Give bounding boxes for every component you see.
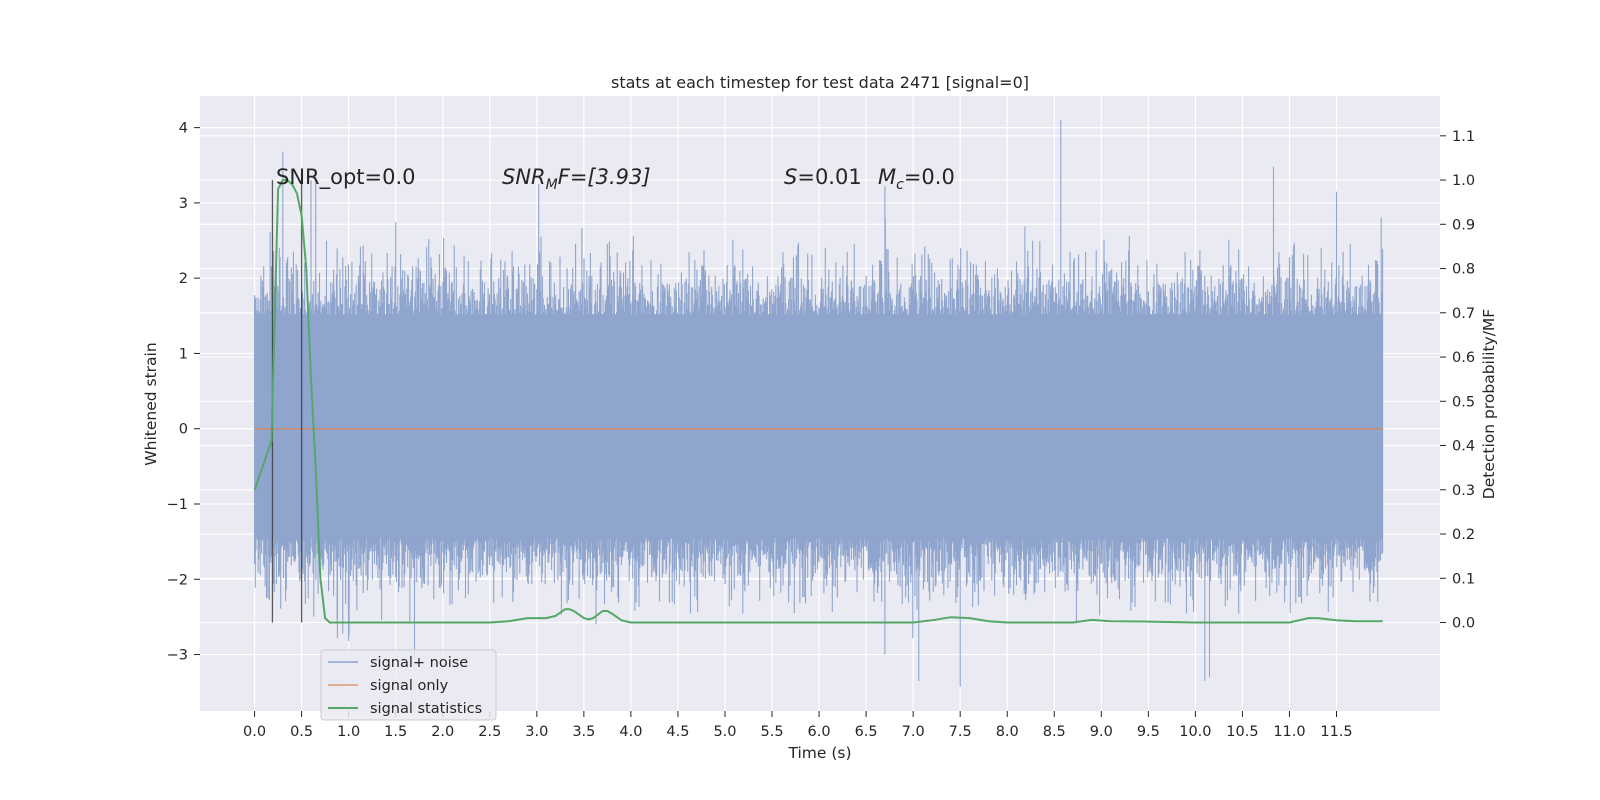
y-right-axis-label: Detection probability/MF <box>1480 309 1498 500</box>
s-annotation: S=0.01 <box>784 165 862 189</box>
snr-mf-subscript: M <box>546 177 558 193</box>
x-tick-label: 11.5 <box>1320 724 1352 740</box>
y-right-tick-label: 0.6 <box>1452 350 1475 366</box>
mc-annotation: Mc=0.0 <box>878 165 955 193</box>
y-left-tick-label: 1 <box>179 346 188 362</box>
y-right-tick-label: 0.2 <box>1452 527 1475 543</box>
y-left-tick-label: 0 <box>179 422 188 438</box>
y-right-tick-label: 0.1 <box>1452 571 1475 587</box>
y-right-tick-label: 0.7 <box>1452 306 1475 322</box>
x-tick-label: 7.5 <box>949 724 972 740</box>
x-tick-label: 4.0 <box>619 724 642 740</box>
y-left-tick-label: −1 <box>167 497 188 513</box>
x-tick-label: 8.5 <box>1043 724 1066 740</box>
x-tick-label: 11.0 <box>1273 724 1305 740</box>
x-tick-label: 9.5 <box>1137 724 1160 740</box>
x-tick-label: 5.5 <box>760 724 783 740</box>
x-tick-label: 3.0 <box>525 724 548 740</box>
mc-symbol: M <box>878 165 896 189</box>
y-right-tick-label: 1.0 <box>1452 173 1475 189</box>
x-tick-label: 8.0 <box>996 724 1019 740</box>
legend-label-noise: signal+ noise <box>370 655 468 671</box>
snr-mf-symbol: SNR <box>502 165 546 189</box>
x-tick-label: 10.0 <box>1179 724 1211 740</box>
x-tick-label: 0.0 <box>243 724 266 740</box>
signal-statistics-line <box>253 179 1383 624</box>
x-tick-label: 4.5 <box>666 724 689 740</box>
x-tick-label: 6.5 <box>855 724 878 740</box>
y-left-tick-label: −2 <box>167 572 188 588</box>
y-left-axis-ticks: −3 −2 −1 0 1 2 3 4 <box>167 121 200 664</box>
snr-mf-annotation: SNRMF=[3.93] <box>502 165 651 193</box>
x-tick-label: 10.5 <box>1226 724 1258 740</box>
y-left-tick-label: 3 <box>179 196 188 212</box>
legend-label-signal-only: signal only <box>370 678 449 694</box>
y-right-axis-ticks: 0.0 0.1 0.2 0.3 0.4 0.5 0.6 0.7 0.8 0.9 1.0 1.1 <box>1440 129 1475 632</box>
x-tick-label: 2.5 <box>478 724 501 740</box>
legend-label-statistics: signal statistics <box>370 701 482 717</box>
y-right-tick-label: 0.5 <box>1452 394 1475 410</box>
snr-mf-value: F=[3.93] <box>558 165 651 189</box>
y-right-tick-label: 0.8 <box>1452 262 1475 278</box>
x-tick-label: 0.5 <box>290 724 313 740</box>
x-tick-label: 1.0 <box>337 724 360 740</box>
signal-noise-series <box>254 120 1384 687</box>
signal-noise-band <box>254 314 1383 538</box>
y-right-tick-label: 0.0 <box>1452 616 1475 632</box>
y-left-axis-label: Whitened strain <box>142 342 160 465</box>
y-left-tick-label: 2 <box>179 271 188 287</box>
y-right-tick-label: 0.9 <box>1452 217 1475 233</box>
x-tick-label: 6.0 <box>808 724 831 740</box>
legend-box <box>320 649 497 721</box>
legend: signal+ noise signal only signal statist… <box>320 649 497 721</box>
x-tick-label: 1.5 <box>384 724 407 740</box>
x-tick-label: 3.5 <box>572 724 595 740</box>
x-axis-label: Time (s) <box>787 744 851 762</box>
x-tick-label: 7.0 <box>902 724 925 740</box>
y-right-tick-label: 0.4 <box>1452 439 1475 455</box>
x-axis-ticks: 0.0 0.5 1.0 1.5 2.0 2.5 3.0 3.5 4.0 4.5 5.0 5.5 6.0 6… <box>243 711 1353 740</box>
y-right-tick-label: 0.3 <box>1452 483 1475 499</box>
s-symbol: S <box>784 165 797 189</box>
x-tick-label: 5.0 <box>713 724 736 740</box>
s-value: =0.01 <box>797 165 861 189</box>
mc-subscript: c <box>896 177 904 193</box>
chart-title: stats at each timestep for test data 247… <box>611 73 1029 92</box>
y-left-tick-label: 4 <box>179 121 188 137</box>
snr-opt-annotation: SNR_opt=0.0 <box>276 165 416 190</box>
x-tick-label: 2.0 <box>431 724 454 740</box>
mc-value: =0.0 <box>904 165 955 189</box>
y-right-tick-label: 1.1 <box>1452 129 1475 145</box>
x-tick-label: 9.0 <box>1090 724 1113 740</box>
y-left-tick-label: −3 <box>167 648 188 664</box>
